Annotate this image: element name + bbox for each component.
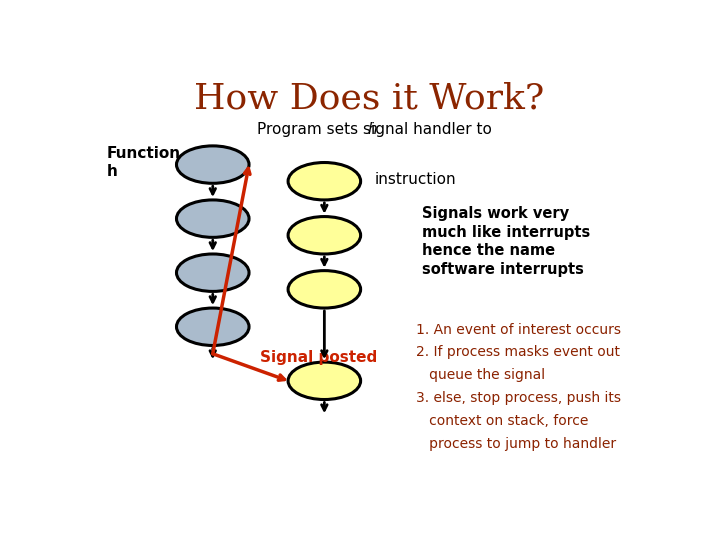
Text: Program sets signal handler to: Program sets signal handler to xyxy=(258,122,497,137)
Ellipse shape xyxy=(288,362,361,400)
Ellipse shape xyxy=(288,271,361,308)
Ellipse shape xyxy=(176,146,249,183)
Text: 3. else, stop process, push its: 3. else, stop process, push its xyxy=(416,391,621,405)
Text: Function
h: Function h xyxy=(107,146,181,179)
Text: queue the signal: queue the signal xyxy=(416,368,546,382)
Text: 2. If process masks event out: 2. If process masks event out xyxy=(416,346,621,360)
Text: 1. An event of interest occurs: 1. An event of interest occurs xyxy=(416,322,621,336)
Ellipse shape xyxy=(288,217,361,254)
Text: h: h xyxy=(367,122,377,137)
Text: Signals work very
much like interrupts
hence the name
software interrupts: Signals work very much like interrupts h… xyxy=(422,206,590,277)
Text: How Does it Work?: How Does it Work? xyxy=(194,82,544,116)
Text: context on stack, force: context on stack, force xyxy=(416,414,589,428)
Ellipse shape xyxy=(176,200,249,238)
Ellipse shape xyxy=(176,308,249,346)
Ellipse shape xyxy=(288,163,361,200)
Text: Signal posted: Signal posted xyxy=(260,350,377,366)
Text: process to jump to handler: process to jump to handler xyxy=(416,437,616,451)
Text: instruction: instruction xyxy=(374,172,456,187)
Ellipse shape xyxy=(176,254,249,292)
